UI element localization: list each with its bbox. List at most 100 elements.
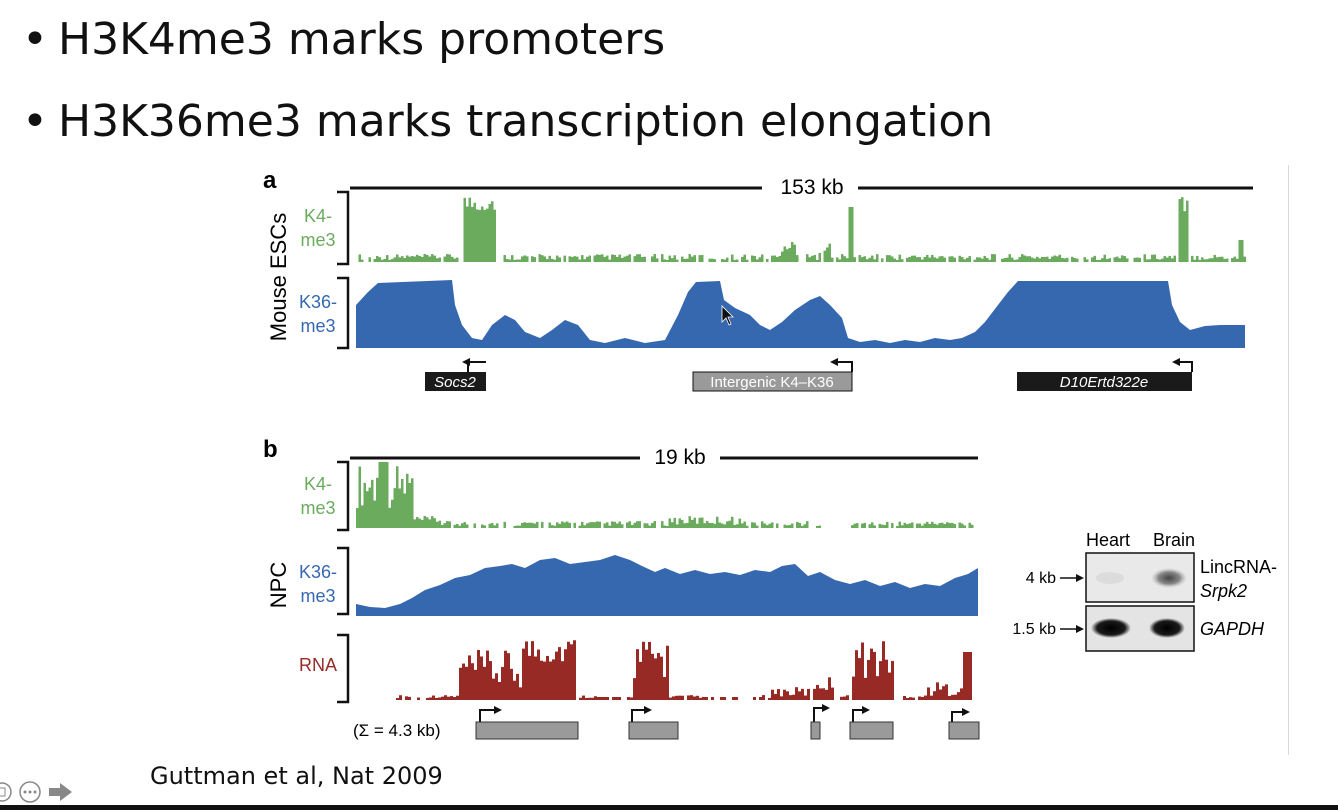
rna-signal-bar bbox=[702, 697, 705, 700]
rna-signal-bar bbox=[639, 661, 642, 700]
rna-signal-bar bbox=[966, 652, 969, 700]
rna-signal-bar bbox=[645, 649, 648, 700]
rna-signal-bar bbox=[447, 696, 450, 700]
k4me3-signal-bar bbox=[551, 525, 554, 528]
tss-arrow-icon bbox=[834, 361, 853, 372]
k4me3-signal-bar bbox=[468, 197, 471, 262]
k4me3-signal-bar bbox=[593, 255, 596, 262]
k4me3-signal-bar bbox=[918, 257, 921, 262]
k4me3-signal-bar bbox=[531, 256, 534, 262]
k4me3-signal-bar bbox=[758, 257, 761, 262]
k4me3-bracket bbox=[337, 190, 350, 266]
k4me3-signal-bar bbox=[746, 259, 749, 262]
k4me3-signal-bar bbox=[1086, 259, 1089, 262]
k4me3-signal-bar bbox=[896, 259, 899, 262]
rna-signal-bar bbox=[540, 660, 543, 700]
rna-signal-bar bbox=[828, 677, 831, 700]
rna-signal-bar bbox=[642, 641, 645, 700]
k4me3-signal-bar bbox=[1238, 240, 1241, 262]
k4me3-signal-bar bbox=[456, 257, 459, 262]
rna-signal-bar bbox=[681, 695, 684, 700]
rna-signal-bar bbox=[663, 676, 666, 700]
k4me3-signal-bar bbox=[873, 259, 876, 262]
k4me3-signal-bar bbox=[366, 491, 369, 528]
k4me3-label-line2: me3 bbox=[300, 230, 335, 250]
k4me3-signal-bar bbox=[368, 257, 371, 262]
k4me3-signal-bar bbox=[673, 255, 676, 262]
k4me3-signal-bar bbox=[746, 525, 749, 528]
k4me3-signal-bar bbox=[831, 257, 834, 262]
k4me3-signal-bar bbox=[373, 259, 376, 262]
k4me3-signal-bar bbox=[1066, 257, 1069, 262]
k4me3-signal-bar bbox=[958, 522, 961, 528]
rna-signal-bar bbox=[936, 682, 939, 700]
k4me3-signal-bar bbox=[523, 255, 526, 262]
k4me3-signal-bar bbox=[376, 477, 379, 528]
k4me3-signal-bar bbox=[626, 255, 629, 262]
gene-socs2: Socs2 bbox=[425, 358, 486, 391]
k4me3-signal-bar bbox=[721, 259, 724, 262]
k4me3-signal-bar bbox=[723, 524, 726, 528]
k4me3-signal-bar bbox=[438, 257, 441, 262]
k4me3-signal-bar bbox=[1063, 258, 1066, 262]
k4me3-signal-bar bbox=[593, 522, 596, 528]
gene-d10ertd322e: D10Ertd322e bbox=[1017, 358, 1193, 391]
k4me3-signal-bar bbox=[1138, 257, 1141, 262]
k4me3-signal-bar bbox=[988, 259, 991, 262]
k4me3-signal-bar bbox=[618, 254, 621, 262]
k4me3-signal-bar bbox=[906, 257, 909, 262]
k4me3-signal-bar bbox=[631, 524, 634, 528]
bullet-dot: • bbox=[22, 14, 48, 65]
rna-signal-bar bbox=[906, 697, 909, 700]
slide-sorter-icon[interactable] bbox=[0, 782, 12, 802]
k4me3-signal-bar bbox=[1126, 258, 1129, 262]
tss-arrow-icon bbox=[479, 709, 498, 722]
rna-signal-bar bbox=[582, 695, 585, 700]
k4me3-signal-bar bbox=[786, 249, 789, 262]
rna-signal-bar bbox=[636, 649, 639, 700]
next-arrow-icon[interactable] bbox=[49, 783, 72, 801]
rna-signal-bar bbox=[711, 697, 714, 700]
k4me3-signal-bar bbox=[898, 521, 901, 528]
k4me3-signal-bar bbox=[1056, 256, 1059, 262]
k4me3-signal-bar bbox=[1113, 257, 1116, 262]
k4me3-signal-bar bbox=[433, 255, 436, 262]
transcript-box bbox=[849, 721, 894, 740]
k4me3-signal-bar bbox=[701, 517, 704, 528]
rna-signal-bar bbox=[846, 695, 849, 700]
k4me3-signal-bar bbox=[1036, 256, 1039, 262]
k4me3-signal-bar bbox=[848, 207, 851, 262]
k4me3-signal-bar bbox=[378, 462, 381, 528]
k4me3-signal-bar bbox=[1083, 257, 1086, 262]
k4me3-signal-bar bbox=[531, 522, 534, 528]
rna-signal-bar bbox=[705, 697, 708, 700]
bullet-text-2: H3K36me3 marks transcription elongation bbox=[58, 96, 994, 147]
k4me3-signal-bar bbox=[1098, 259, 1101, 262]
k4me3-signal-bar bbox=[773, 255, 776, 262]
k4me3-signal-bar bbox=[898, 254, 901, 262]
k4me3-signal-bar bbox=[1118, 258, 1121, 262]
k4me3-signal-bar bbox=[438, 520, 441, 528]
k4me3-signal-bar bbox=[388, 507, 391, 528]
rna-signal-bar bbox=[921, 696, 924, 700]
k4me3-signal-bar bbox=[751, 255, 754, 262]
k4me3-signal-bar bbox=[648, 525, 651, 528]
k4me3-signal-bar bbox=[1103, 254, 1106, 262]
k4me3-label-line2: me3 bbox=[300, 498, 335, 518]
k4me3-signal-bar bbox=[383, 462, 386, 528]
k4me3-signal-bar bbox=[456, 523, 459, 528]
k4me3-signal-bar bbox=[763, 523, 766, 528]
k4me3-signal-bar bbox=[1223, 258, 1226, 262]
k4me3-signal-bar bbox=[623, 256, 626, 262]
k4me3-signal-bar bbox=[853, 523, 856, 528]
rna-signal-bar bbox=[615, 697, 618, 700]
k4me3-signal-bar bbox=[361, 259, 364, 262]
k4me3-signal-bar bbox=[583, 259, 586, 262]
k4me3-signal-bar bbox=[488, 203, 491, 262]
rna-signal-bar bbox=[885, 659, 888, 700]
rna-signal-bar bbox=[456, 695, 459, 700]
k4me3-signal-bar bbox=[1076, 258, 1079, 262]
k4me3-signal-bar bbox=[1133, 257, 1136, 262]
more-options-icon[interactable] bbox=[19, 781, 41, 803]
k4me3-signal-bar bbox=[608, 525, 611, 528]
